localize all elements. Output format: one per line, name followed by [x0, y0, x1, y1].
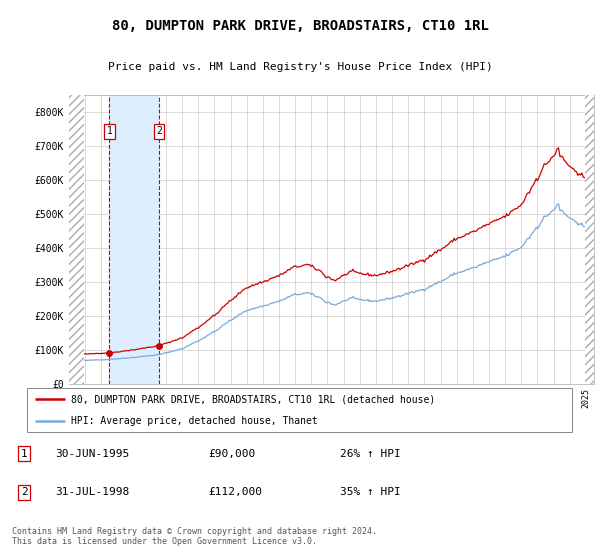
Text: 26% ↑ HPI: 26% ↑ HPI	[340, 449, 401, 459]
Bar	[585, 95, 594, 384]
Text: HPI: Average price, detached house, Thanet: HPI: Average price, detached house, Than…	[71, 416, 317, 426]
Text: Price paid vs. HM Land Registry's House Price Index (HPI): Price paid vs. HM Land Registry's House …	[107, 62, 493, 72]
Text: 80, DUMPTON PARK DRIVE, BROADSTAIRS, CT10 1RL (detached house): 80, DUMPTON PARK DRIVE, BROADSTAIRS, CT1…	[71, 394, 435, 404]
FancyBboxPatch shape	[27, 388, 572, 432]
Text: 1: 1	[20, 449, 28, 459]
Text: 80, DUMPTON PARK DRIVE, BROADSTAIRS, CT10 1RL: 80, DUMPTON PARK DRIVE, BROADSTAIRS, CT1…	[112, 19, 488, 33]
Text: 2: 2	[156, 126, 162, 136]
Text: £90,000: £90,000	[208, 449, 255, 459]
Text: Contains HM Land Registry data © Crown copyright and database right 2024.
This d: Contains HM Land Registry data © Crown c…	[12, 526, 377, 546]
Text: 30-JUN-1995: 30-JUN-1995	[55, 449, 130, 459]
Bar	[109, 95, 159, 384]
Text: 35% ↑ HPI: 35% ↑ HPI	[340, 487, 401, 497]
Text: 31-JUL-1998: 31-JUL-1998	[55, 487, 130, 497]
Text: 2: 2	[20, 487, 28, 497]
Bar	[69, 95, 83, 384]
Text: £112,000: £112,000	[208, 487, 262, 497]
Text: 1: 1	[106, 126, 112, 136]
